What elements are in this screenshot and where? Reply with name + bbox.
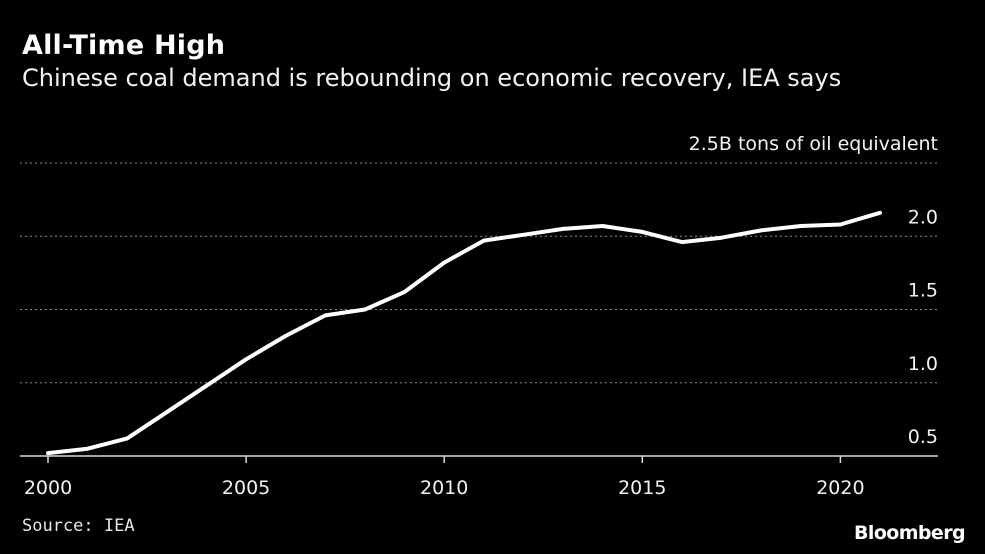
x-tick-label: 2015 xyxy=(618,477,666,499)
y-tick-label: 0.5 xyxy=(908,426,938,448)
x-tick-label: 2005 xyxy=(222,477,270,499)
series-line-coal-demand xyxy=(46,210,882,456)
x-tick-label: 2000 xyxy=(24,477,72,499)
y-tick-label: 1.0 xyxy=(908,353,938,375)
chart-subtitle: Chinese coal demand is rebounding on eco… xyxy=(22,64,842,92)
source-note: Source: IEA xyxy=(22,516,135,536)
bloomberg-logo: Bloomberg xyxy=(854,522,966,544)
x-tick-label: 2010 xyxy=(420,477,468,499)
y-tick-label: 2.0 xyxy=(908,206,938,228)
y-tick-label: 1.5 xyxy=(908,280,938,302)
y-axis-unit-label: 2.5B tons of oil equivalent xyxy=(689,133,938,155)
x-tick-label: 2020 xyxy=(816,477,864,499)
chart-title: All-Time High xyxy=(22,30,226,61)
